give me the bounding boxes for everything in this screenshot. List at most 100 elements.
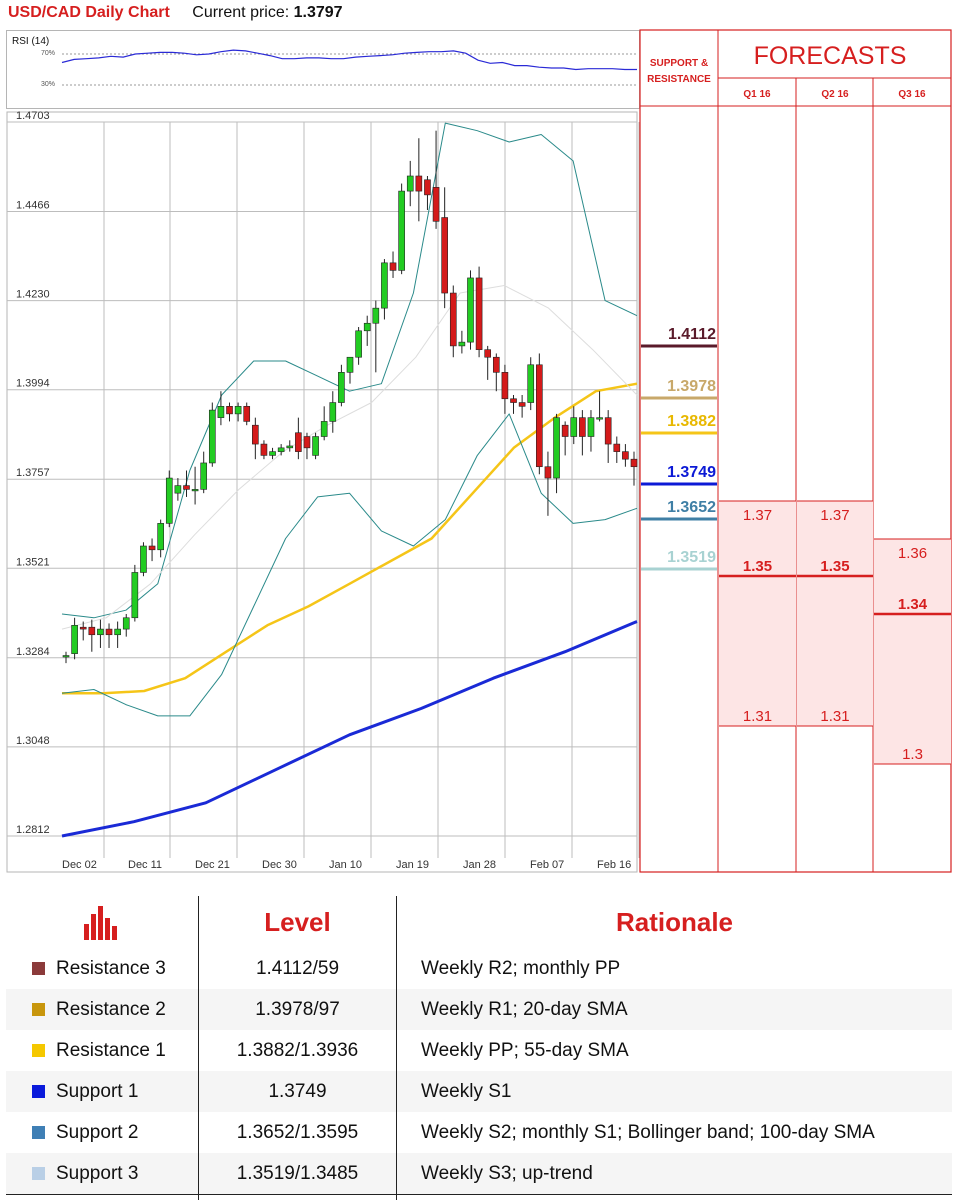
- forecasts-title: FORECASTS: [754, 42, 907, 70]
- level-name-cell: Support 2: [6, 1112, 198, 1153]
- candle-body: [329, 402, 337, 422]
- x-tick-label: Jan 28: [463, 859, 496, 871]
- candle-body: [587, 417, 595, 437]
- indicator-line-bollinger_lower: [61, 413, 638, 717]
- candle-body: [363, 322, 371, 332]
- level-value: 1.3519: [667, 549, 716, 566]
- level-name-cell: Support 1: [6, 1071, 198, 1112]
- rsi-panel: RSI (14) 70% 30%: [6, 30, 640, 109]
- candle-body: [596, 417, 603, 420]
- candle-body: [122, 617, 130, 630]
- candle-body: [62, 655, 70, 658]
- indicator-line-bollinger_upper: [61, 122, 638, 619]
- level-swatch: [32, 962, 45, 975]
- level-value-cell: 1.3749: [268, 1080, 327, 1102]
- candle-body: [234, 406, 242, 415]
- level-value: 1.3882: [667, 413, 716, 430]
- candle-body: [441, 217, 448, 294]
- table-divider: [396, 896, 397, 1200]
- candle-body: [346, 356, 354, 373]
- y-tick-label: 1.3048: [16, 735, 50, 747]
- candle-body: [630, 458, 638, 468]
- table-row: Support 2 1.3652/1.3595 Weekly S2; monthly…: [6, 1112, 952, 1154]
- candle-body: [114, 628, 121, 636]
- candle-body: [579, 417, 586, 437]
- candle-body: [97, 628, 104, 636]
- level-name-cell: Resistance 3: [6, 948, 198, 989]
- rsi-upper-label: 70%: [41, 50, 56, 57]
- candle-body: [432, 187, 440, 222]
- candle-body: [269, 451, 276, 456]
- candle-body: [415, 175, 423, 192]
- level-value-cell: 1.3978/97: [255, 998, 340, 1020]
- candle-body: [131, 572, 139, 619]
- candle-body: [553, 417, 560, 479]
- candle-body: [484, 349, 492, 358]
- forecast-range: [719, 501, 796, 726]
- plot-area: [6, 111, 638, 873]
- table-row: Support 3 1.3519/1.3485 Weekly S3; up-tren…: [6, 1153, 952, 1195]
- table-row: Support 1 1.3749 Weekly S1: [6, 1071, 952, 1113]
- forecast-high-label: 1.36: [898, 545, 927, 562]
- candle-body: [518, 402, 526, 407]
- forecast-low-label: 1.31: [820, 708, 849, 725]
- rsi-lower-label: 30%: [41, 81, 56, 88]
- rationale-cell: Weekly S2; monthly S1; Bollinger band; 1…: [421, 1121, 875, 1143]
- forecast-range: [797, 501, 873, 726]
- x-tick-label: Dec 11: [128, 859, 162, 871]
- rationale-header: Rationale: [615, 906, 734, 937]
- forecast-low-label: 1.3: [902, 746, 923, 763]
- table-header-row: Level Rationale: [6, 896, 952, 949]
- rsi-plot: [61, 49, 637, 86]
- level-value-cell: 1.3519/1.3485: [236, 1162, 359, 1184]
- rationale-cell: Weekly S1: [421, 1080, 512, 1102]
- level-value: 1.3652: [667, 499, 716, 516]
- candle-body: [157, 523, 164, 551]
- forecast-high-label: 1.37: [820, 507, 849, 524]
- quarter-label: Q3 16: [898, 89, 926, 100]
- level-swatch: [32, 1167, 45, 1180]
- level-value-cell: 1.3652/1.3595: [236, 1121, 359, 1143]
- candle-body: [510, 398, 517, 403]
- level-name-cell: Resistance 2: [6, 989, 198, 1030]
- current-price: 1.3797: [293, 4, 343, 21]
- level-swatch: [32, 1085, 45, 1098]
- forecast-range: [874, 539, 951, 764]
- candle-body: [372, 307, 380, 324]
- candle-body: [467, 277, 474, 343]
- candle-body: [320, 421, 328, 437]
- y-tick-label: 1.4230: [16, 289, 50, 301]
- candle-body: [165, 477, 173, 524]
- x-tick-label: Dec 02: [62, 859, 97, 871]
- candle-body: [389, 262, 397, 271]
- candle-body: [312, 436, 319, 456]
- rationale-cell: Weekly R1; 20-day SMA: [421, 998, 628, 1020]
- quarter-label: Q2 16: [821, 89, 849, 100]
- y-tick-label: 1.3757: [16, 467, 50, 479]
- level-name: Resistance 2: [56, 998, 166, 1020]
- table-row: Resistance 3 1.4112/59 Weekly R2; monthly …: [6, 948, 952, 990]
- forecast-high-label: 1.37: [743, 507, 772, 524]
- candle-body: [252, 424, 259, 445]
- candle-body: [88, 626, 96, 636]
- level-name: Support 2: [56, 1121, 139, 1143]
- table-row: Resistance 1 1.3882/1.3936 Weekly PP; 55-d…: [6, 1030, 952, 1072]
- level-value: 1.3749: [667, 464, 716, 481]
- table-row: Resistance 2 1.3978/97 Weekly R1; 20-day S…: [6, 989, 952, 1031]
- candle-body: [303, 436, 311, 449]
- y-tick-label: 1.3284: [16, 646, 50, 658]
- y-tick-label: 1.4466: [16, 199, 50, 211]
- candle-body: [492, 356, 500, 373]
- candle-body: [622, 451, 629, 460]
- x-tick-label: Jan 19: [396, 859, 429, 871]
- support-resistance-label: RESISTANCE: [647, 74, 711, 85]
- forecast-mid-label: 1.35: [820, 558, 849, 575]
- candle-body: [475, 277, 483, 350]
- indicator-line-sma: [61, 620, 638, 838]
- rsi-line: [61, 49, 637, 71]
- level-value-cell: 1.3882/1.3936: [236, 1039, 359, 1061]
- level-value-cell: 1.4112/59: [255, 957, 340, 979]
- level-name: Support 3: [56, 1162, 139, 1184]
- candle-body: [79, 626, 87, 630]
- candle-body: [174, 485, 182, 494]
